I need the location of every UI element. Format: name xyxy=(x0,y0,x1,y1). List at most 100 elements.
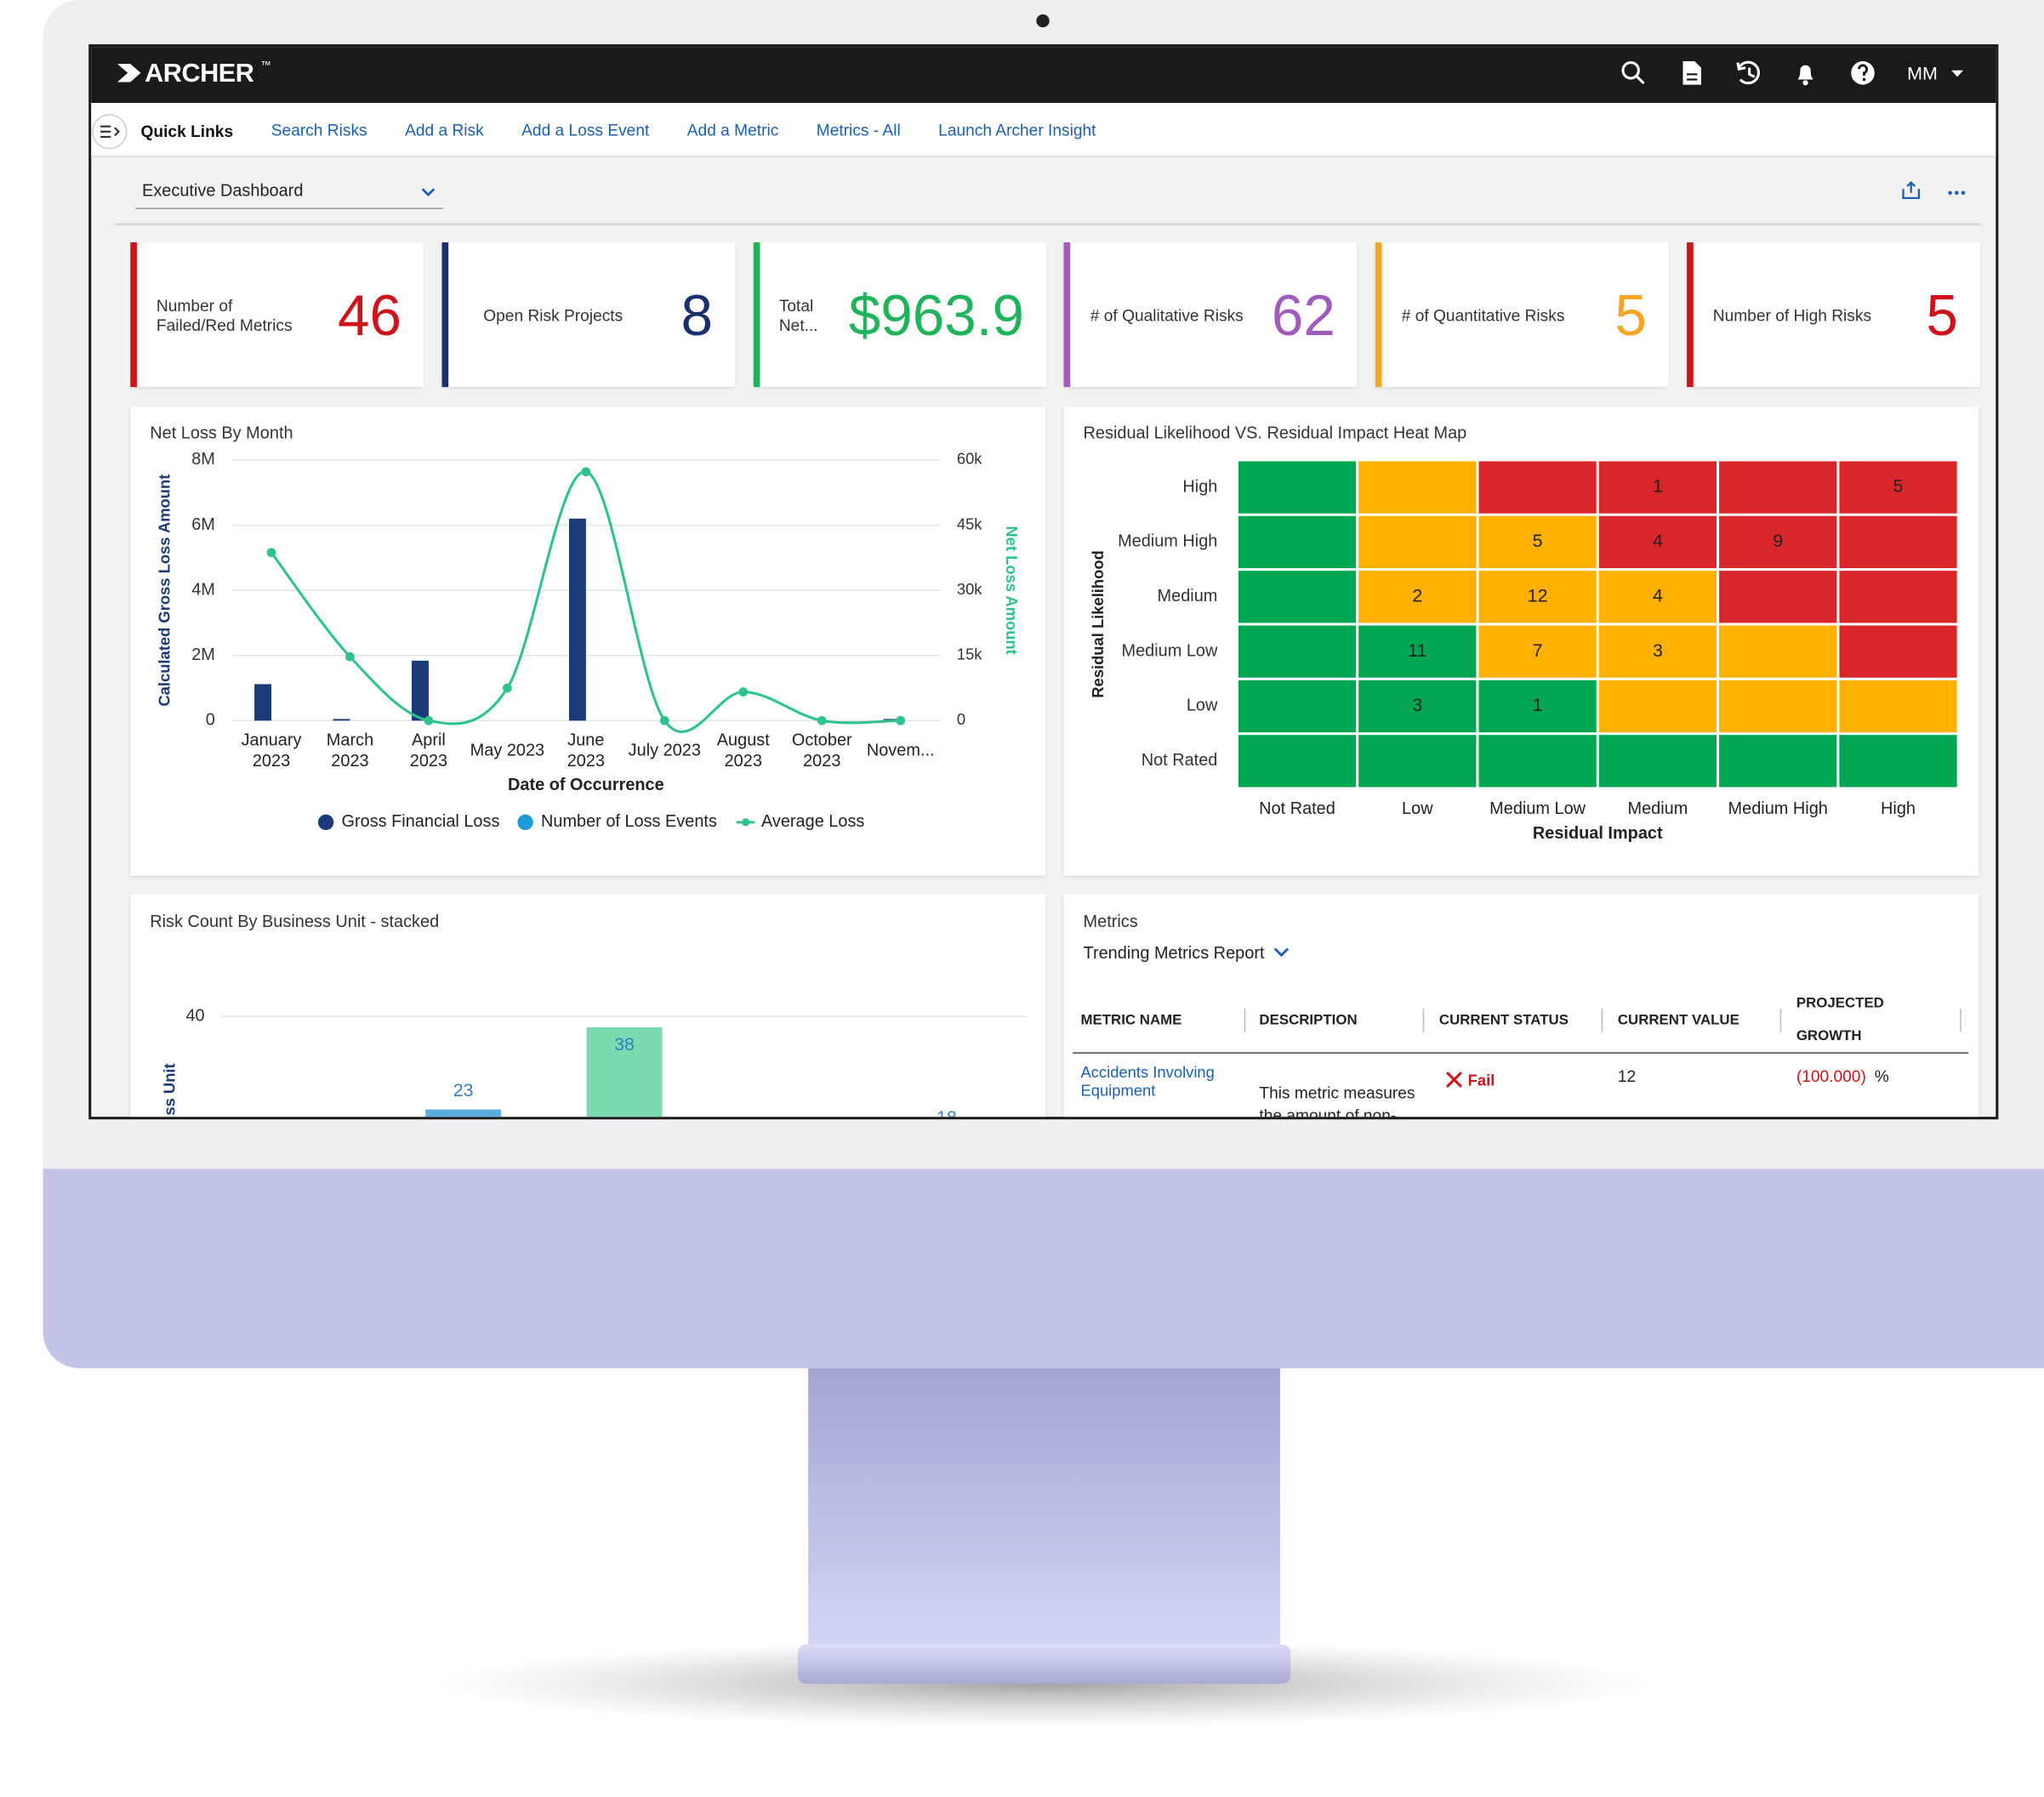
user-caret[interactable] xyxy=(1951,70,1963,77)
chart-title: Residual Likelihood VS. Residual Impact … xyxy=(1083,423,1467,443)
column-header: CURRENT STATUS xyxy=(1438,1012,1569,1028)
line-marker xyxy=(266,548,276,558)
value-label: 18 xyxy=(937,1107,957,1119)
metric-growth-unit: % xyxy=(1874,1066,1889,1086)
heatmap-cell xyxy=(1358,735,1477,788)
x-tick-label: October 2023 xyxy=(791,730,852,771)
user-menu[interactable]: MM xyxy=(1907,62,1938,84)
kpi-card[interactable] xyxy=(441,242,736,388)
quick-link[interactable]: Add a Metric xyxy=(686,121,779,139)
kpi-card[interactable] xyxy=(1687,242,1980,388)
export-icon[interactable] xyxy=(1902,180,1921,200)
heatmap-cell xyxy=(1839,461,1957,514)
heatmap-cell xyxy=(1238,461,1357,514)
kpi-card[interactable] xyxy=(1064,242,1358,388)
quick-link[interactable]: Metrics - All xyxy=(816,121,901,139)
heatmap-cell xyxy=(1839,571,1957,623)
legend-label: Number of Loss Events xyxy=(541,812,717,831)
more-options-icon[interactable] xyxy=(1948,191,1966,196)
cell-label: 3 xyxy=(1653,640,1663,661)
bar xyxy=(586,1027,663,1117)
kpi-value: 5 xyxy=(1926,284,1958,349)
y2-tick-label: 45k xyxy=(957,515,982,532)
dashboard-select-chevron[interactable] xyxy=(421,188,436,197)
kpi-value: $963.9 xyxy=(848,284,1024,349)
column-header: PROJECTED GROWTH xyxy=(1796,995,1884,1044)
line-marker xyxy=(345,651,355,662)
bar xyxy=(333,719,350,721)
menu-toggle[interactable] xyxy=(92,114,128,150)
bar xyxy=(425,1109,502,1117)
kpi-label: # of Qualitative Risks xyxy=(1090,306,1244,326)
kpi-label: # of Quantitative Risks xyxy=(1401,306,1565,326)
kpi-card[interactable] xyxy=(753,242,1046,388)
stand xyxy=(808,1362,1280,1652)
quick-link[interactable]: Launch Archer Insight xyxy=(938,121,1096,139)
x-axis-title: Residual Impact xyxy=(1533,824,1663,843)
y-tick-label: 20 xyxy=(185,1116,204,1119)
y-axis-title: Residual Likelihood xyxy=(1089,550,1107,698)
kpi-value: 62 xyxy=(1271,284,1335,349)
heatmap-cell xyxy=(1238,625,1357,678)
screen-content: 0 2M 4M 6M 8M 0 15k 30k 45k 60k Gross Financial Lo… xyxy=(91,47,1996,1119)
y-tick-label: 4M xyxy=(191,580,215,599)
y2-tick-label: 30k xyxy=(957,580,982,598)
metric-name[interactable]: Accidents Involving Equipment xyxy=(1080,1063,1215,1100)
kpi-card[interactable] xyxy=(130,242,424,388)
chart-title: Risk Count By Business Unit - stacked xyxy=(150,911,440,931)
dashboard-select[interactable]: Executive Dashboard xyxy=(142,180,304,201)
y-tick-label: Medium xyxy=(1158,587,1218,606)
x-axis-title: Date of Occurrence xyxy=(508,776,664,794)
y-axis-title: ss Unit xyxy=(161,1063,179,1115)
line-marker xyxy=(659,715,669,725)
x-tick-label: Medium xyxy=(1628,799,1688,818)
heatmap-cell xyxy=(1358,625,1477,678)
heatmap-cell xyxy=(1478,680,1597,733)
heatmap-cell xyxy=(1839,735,1957,788)
panel-title: Metrics xyxy=(1083,911,1138,931)
value-label: 23 xyxy=(453,1080,474,1100)
table-column-dividers xyxy=(1244,1008,1961,1032)
value-label: 38 xyxy=(614,1034,635,1055)
heatmap-cell xyxy=(1238,735,1357,788)
y2-tick-label: 60k xyxy=(957,450,982,468)
column-header: DESCRIPTION xyxy=(1259,1012,1358,1028)
search-icon[interactable] xyxy=(1621,61,1645,85)
line-marker xyxy=(738,687,749,697)
y-tick-label: 6M xyxy=(191,515,215,534)
quick-link[interactable]: Search Risks xyxy=(270,121,367,139)
heatmap-cell xyxy=(1478,461,1597,514)
line-marker xyxy=(817,715,827,725)
y2-tick-label: 15k xyxy=(957,645,982,663)
heatmap-cell xyxy=(1839,515,1957,569)
help-icon[interactable] xyxy=(1851,61,1875,85)
quick-link[interactable]: Add a Risk xyxy=(405,121,484,139)
heatmap-cell xyxy=(1478,515,1597,569)
report-select[interactable]: Trending Metrics Report xyxy=(1083,942,1265,963)
trademark: ™ xyxy=(260,59,271,71)
notification-icon[interactable] xyxy=(1797,65,1813,86)
bar xyxy=(254,684,272,721)
x-tick-label: Medium High xyxy=(1728,799,1828,818)
quick-link[interactable]: Add a Loss Event xyxy=(521,121,650,139)
kpi-card[interactable] xyxy=(1375,242,1669,388)
metric-growth: (100.000) xyxy=(1796,1066,1866,1086)
heatmap-cell xyxy=(1358,461,1477,514)
cell-label: 7 xyxy=(1533,640,1543,661)
document-icon[interactable] xyxy=(1682,61,1701,85)
quick-links: Search Risks Add a Risk Add a Loss Event Ad… xyxy=(271,122,1096,139)
logo-mark xyxy=(117,64,141,82)
panel xyxy=(130,407,1046,876)
y2-tick-label: 0 xyxy=(957,710,965,728)
x-tick-label: May 2023 xyxy=(470,740,545,760)
top-bar xyxy=(91,47,1996,104)
y-tick-label: 40 xyxy=(185,1006,204,1025)
column-header: METRIC NAME xyxy=(1080,1012,1182,1028)
heatmap-cell xyxy=(1238,515,1357,569)
report-select-chevron[interactable] xyxy=(1273,947,1290,958)
heatmap-cell xyxy=(1598,735,1717,788)
history-icon[interactable] xyxy=(1736,60,1760,85)
stand-base xyxy=(797,1644,1291,1684)
